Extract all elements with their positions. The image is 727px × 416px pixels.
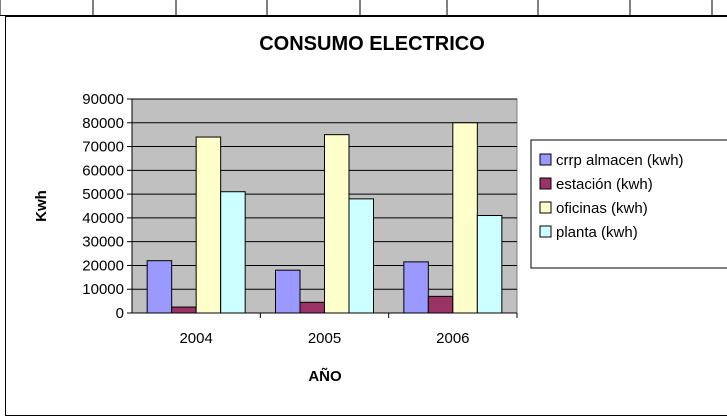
bar bbox=[275, 269, 301, 314]
legend: crrp almacen (kwh) estación (kwh) oficinas… bbox=[539, 152, 684, 241]
y-tick-label: 60000 bbox=[82, 162, 124, 179]
y-tick-label: 80000 bbox=[82, 115, 124, 132]
bar bbox=[195, 136, 222, 314]
bar bbox=[220, 191, 246, 314]
legend-label: oficinas (kwh) bbox=[556, 200, 648, 217]
x-axis-title: AÑO bbox=[308, 367, 342, 385]
bars bbox=[146, 122, 503, 314]
y-tick-label: 40000 bbox=[82, 210, 124, 227]
legend-swatch bbox=[539, 153, 552, 166]
bar bbox=[403, 261, 429, 314]
spreadsheet-gridlines bbox=[0, 0, 727, 16]
x-tick-label: 2006 bbox=[436, 330, 469, 347]
y-tick-label: 90000 bbox=[82, 91, 124, 108]
y-axis-tick-labels: 0 10000 20000 30000 40000 50000 60000 70000 8000… bbox=[82, 91, 132, 322]
bar bbox=[171, 306, 197, 314]
x-tick-label: 2005 bbox=[308, 330, 341, 347]
legend-label: estación (kwh) bbox=[556, 176, 653, 193]
y-tick-label: 70000 bbox=[82, 139, 124, 156]
legend-swatch bbox=[539, 201, 552, 214]
bar bbox=[146, 260, 173, 314]
bar bbox=[348, 198, 374, 314]
y-tick-label: 50000 bbox=[82, 186, 124, 203]
y-tick-label: 20000 bbox=[82, 257, 124, 274]
legend-label: crrp almacen (kwh) bbox=[556, 152, 684, 169]
bar bbox=[427, 295, 454, 314]
x-tick-label: 2004 bbox=[179, 330, 212, 347]
bar bbox=[324, 134, 350, 314]
y-tick-label: 30000 bbox=[82, 234, 124, 251]
x-axis-tick-labels: 2004 2005 2006 bbox=[179, 313, 518, 347]
bar bbox=[452, 122, 478, 314]
y-axis-title: Kwh bbox=[33, 190, 50, 222]
y-tick-label: 10000 bbox=[82, 281, 124, 298]
legend-swatch bbox=[539, 225, 552, 238]
bar bbox=[299, 301, 325, 314]
legend-label: planta (kwh) bbox=[556, 224, 638, 241]
chart-canvas: CONSUMO ELECTRICO 0 10000 20000 30000 40000 5… bbox=[33, 33, 727, 385]
bar bbox=[476, 215, 503, 314]
y-tick-label: 0 bbox=[116, 305, 124, 322]
chart-title: CONSUMO ELECTRICO bbox=[259, 33, 485, 55]
legend-box[interactable] bbox=[530, 139, 727, 269]
legend-swatch bbox=[539, 177, 552, 190]
